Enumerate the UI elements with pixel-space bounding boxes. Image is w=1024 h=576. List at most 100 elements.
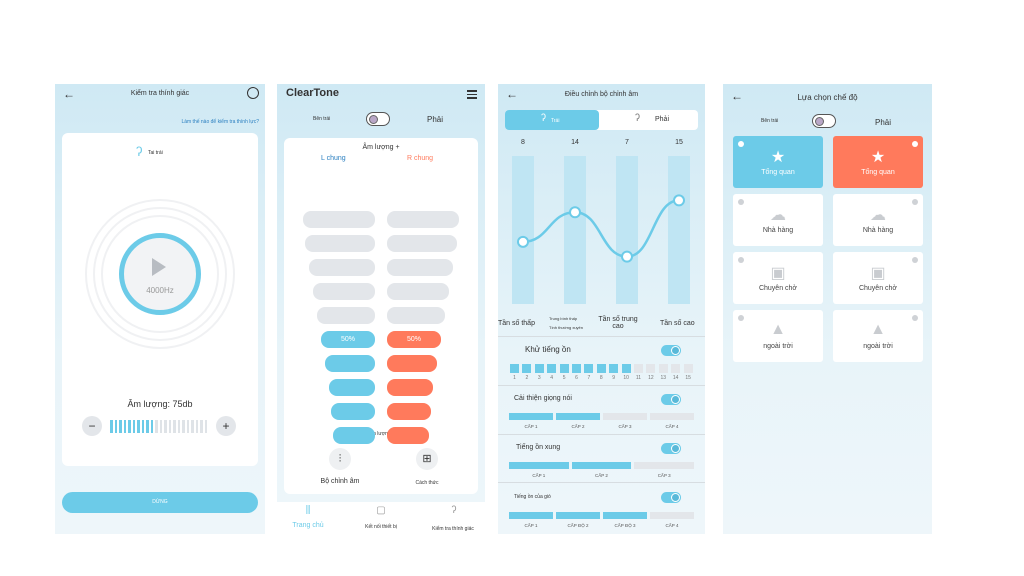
wind-switch[interactable] bbox=[661, 492, 681, 503]
mode-card-right[interactable]: ▲ ngoài trời bbox=[833, 310, 923, 362]
left-volume-step[interactable] bbox=[303, 211, 375, 228]
mode-card-left[interactable]: ☁ Nhà hàng bbox=[733, 194, 823, 246]
left-volume-step[interactable]: 50% bbox=[321, 331, 375, 348]
left-volume-step[interactable] bbox=[313, 283, 375, 300]
divider bbox=[498, 482, 705, 483]
left-volume-step[interactable] bbox=[333, 427, 375, 444]
noise-level-cell[interactable] bbox=[658, 364, 668, 373]
impulse_levels-segment[interactable] bbox=[509, 462, 569, 469]
right-volume-step[interactable] bbox=[387, 283, 449, 300]
eq-handle[interactable] bbox=[673, 194, 685, 207]
mode-label: ngoài trời bbox=[763, 343, 793, 350]
eq-band-column[interactable] bbox=[616, 156, 638, 304]
noise-level-cell[interactable] bbox=[534, 364, 544, 373]
help-link[interactable]: Làm thế nào để kiểm tra thính lực? bbox=[181, 119, 259, 125]
stop-button[interactable]: DỪNG bbox=[62, 492, 258, 513]
wind_levels-segment[interactable] bbox=[603, 512, 647, 519]
noise-level-cell[interactable] bbox=[596, 364, 606, 373]
right-volume-step[interactable] bbox=[387, 355, 437, 372]
impulse_levels-segment[interactable] bbox=[634, 462, 694, 469]
noise-level-cell[interactable] bbox=[572, 364, 581, 373]
mode-card-left[interactable]: ★ Tổng quan bbox=[733, 136, 823, 188]
eq-band-column[interactable] bbox=[668, 156, 690, 304]
noise-level-cell[interactable] bbox=[547, 364, 557, 373]
noise-level-cell[interactable] bbox=[621, 364, 631, 373]
volume-up-label[interactable]: Âm lượng + bbox=[362, 144, 400, 151]
noise-level-cell[interactable] bbox=[609, 364, 619, 373]
left-volume-step[interactable] bbox=[325, 355, 375, 372]
noise-level-cell[interactable] bbox=[584, 364, 594, 373]
eq-handle[interactable] bbox=[569, 206, 581, 219]
impulse_levels-segment[interactable] bbox=[571, 462, 632, 469]
volume-down-label[interactable]: Âm lượng - bbox=[368, 431, 394, 437]
volume-plus-button[interactable]: + bbox=[216, 416, 236, 436]
eq-band-column[interactable] bbox=[512, 156, 534, 304]
wind_levels-segment[interactable] bbox=[509, 512, 553, 519]
nav-hearing-test[interactable]: Kiểm tra thính giác bbox=[432, 526, 474, 532]
left-volume-step[interactable] bbox=[309, 259, 375, 276]
volume-tick bbox=[204, 420, 207, 433]
impulse-switch[interactable] bbox=[661, 443, 681, 454]
noise-level-cell[interactable] bbox=[671, 364, 681, 373]
volume-tick bbox=[168, 420, 171, 433]
left-volume-step[interactable] bbox=[329, 379, 375, 396]
noise-switch[interactable] bbox=[661, 345, 681, 356]
device-icon[interactable]: ▢ bbox=[376, 505, 386, 516]
eq-band-column[interactable] bbox=[564, 156, 586, 304]
right-volume-step[interactable] bbox=[387, 235, 457, 252]
eq-handle[interactable] bbox=[517, 235, 529, 248]
ear-toggle[interactable] bbox=[812, 114, 836, 128]
voice-switch[interactable] bbox=[661, 394, 681, 405]
mode-card-left[interactable]: ▲ ngoài trời bbox=[733, 310, 823, 362]
hearing-icon[interactable]: ʔ bbox=[451, 505, 457, 516]
right-volume-step[interactable] bbox=[387, 403, 431, 420]
back-arrow-icon[interactable]: ← bbox=[731, 89, 743, 103]
noise-level-cell[interactable] bbox=[559, 364, 569, 373]
right-volume-step[interactable] bbox=[387, 259, 453, 276]
tab-left[interactable]: ʔ Trái bbox=[505, 110, 599, 130]
left-volume-step[interactable] bbox=[305, 235, 375, 252]
equalizer-chart[interactable]: 8 14 7 15 bbox=[498, 134, 705, 314]
left-volume-step[interactable] bbox=[331, 403, 375, 420]
tab-right[interactable]: Phải bbox=[655, 116, 670, 123]
noise-level-cell[interactable] bbox=[634, 364, 643, 373]
noise-level-cell[interactable] bbox=[683, 364, 693, 373]
noise-level-cell[interactable] bbox=[510, 364, 519, 373]
right-volume-step[interactable]: 50% bbox=[387, 331, 441, 348]
voice_levels-segment[interactable] bbox=[603, 413, 647, 420]
left-volume-step[interactable] bbox=[317, 307, 375, 324]
volume-minus-button[interactable]: − bbox=[82, 416, 102, 436]
noise-level-cell[interactable] bbox=[646, 364, 656, 373]
volume-tick bbox=[114, 420, 117, 433]
wind_levels-segment[interactable] bbox=[556, 512, 600, 519]
right-volume-step[interactable] bbox=[387, 379, 433, 396]
mode-card-right[interactable]: ☁ Nhà hàng bbox=[833, 194, 923, 246]
mode-card-right[interactable]: ▣ Chuyên chở bbox=[833, 252, 923, 304]
volume-bar[interactable] bbox=[110, 420, 210, 433]
voice_levels-label: CẤP 3 bbox=[618, 424, 632, 429]
grid-icon[interactable]: ⊞ bbox=[416, 448, 438, 470]
wind_levels-segment[interactable] bbox=[650, 512, 694, 519]
voice_levels-segment[interactable] bbox=[650, 413, 694, 420]
back-arrow-icon[interactable]: ← bbox=[506, 87, 518, 101]
mode-card-right[interactable]: ★ Tổng quan bbox=[833, 136, 923, 188]
play-button[interactable]: 4000Hz bbox=[119, 233, 201, 315]
menu-icon[interactable] bbox=[467, 90, 477, 99]
right-volume-step[interactable] bbox=[387, 307, 445, 324]
equalizer-icon[interactable]: ⫶ bbox=[329, 448, 351, 470]
eq-handle[interactable] bbox=[621, 250, 633, 263]
refresh-icon[interactable] bbox=[247, 87, 259, 99]
wind_levels-label: CẤP ĐỘ 2 bbox=[567, 523, 589, 528]
mode-card-left[interactable]: ▣ Chuyên chở bbox=[733, 252, 823, 304]
right-volume-step[interactable] bbox=[387, 211, 459, 228]
home-icon[interactable]: ⫼ bbox=[305, 505, 311, 516]
noise-level-cell[interactable] bbox=[522, 364, 532, 373]
right-volume-step[interactable] bbox=[387, 427, 429, 444]
nav-connect[interactable]: Kết nối thiết bị bbox=[365, 524, 397, 530]
eq-band-value: 14 bbox=[571, 139, 579, 146]
voice_levels-segment[interactable] bbox=[509, 413, 553, 420]
nav-home[interactable]: Trang chủ bbox=[292, 522, 324, 529]
back-arrow-icon[interactable]: ← bbox=[63, 87, 75, 101]
voice_levels-segment[interactable] bbox=[556, 413, 600, 420]
ear-toggle[interactable] bbox=[366, 112, 390, 126]
